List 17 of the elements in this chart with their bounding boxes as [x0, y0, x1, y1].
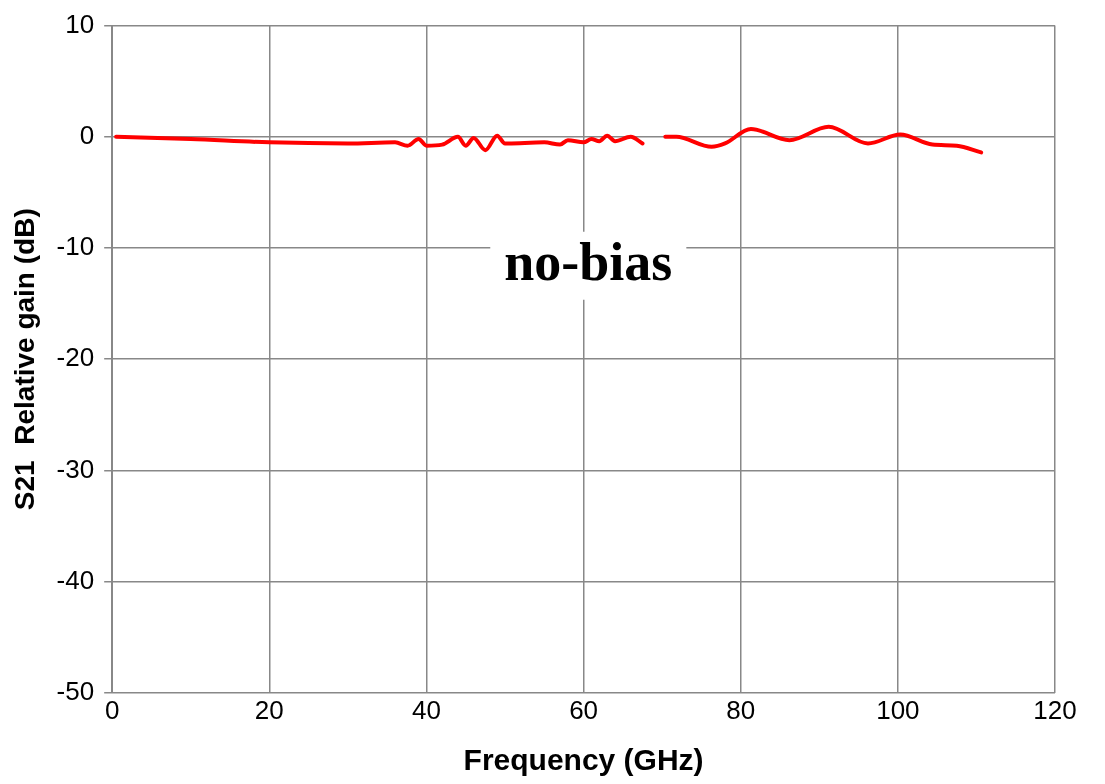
x-tick-label: 60: [569, 694, 599, 725]
y-tick-label: -50: [56, 675, 95, 706]
y-axis-title: S21 Relative gain (dB): [8, 208, 40, 511]
x-axis-title: Frequency (GHz): [463, 743, 704, 777]
x-tick-label: 20: [254, 694, 284, 725]
x-tick-label: 0: [104, 694, 120, 725]
y-tick-label: -40: [56, 564, 95, 595]
y-tick-label: 0: [79, 119, 95, 150]
y-tick-label: -10: [56, 231, 95, 262]
y-tick-label: -30: [56, 453, 95, 484]
x-tick-label: 40: [411, 694, 441, 725]
x-tick-label: 100: [876, 694, 920, 725]
x-tick-label: 80: [726, 694, 756, 725]
x-tick-label: 120: [1033, 694, 1077, 725]
y-tick-label: -20: [56, 342, 95, 373]
y-tick-label: 10: [65, 8, 95, 39]
annotation: no-bias: [504, 231, 673, 292]
